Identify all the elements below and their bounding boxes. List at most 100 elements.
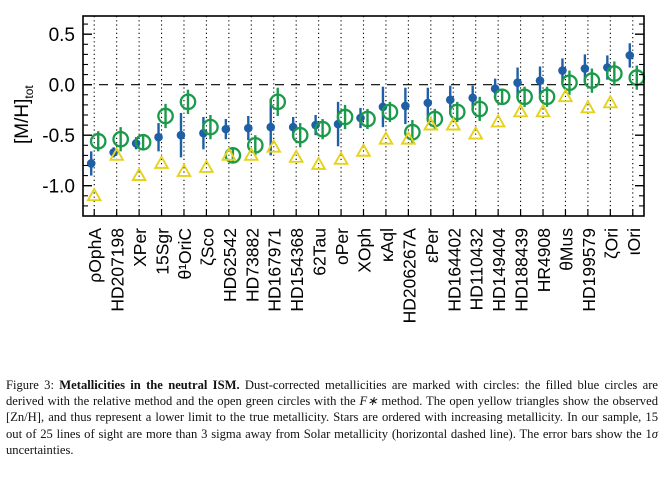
x-tick-label: θ¹OriC: [175, 228, 195, 280]
x-tick-label: HD149404: [489, 228, 509, 312]
yellow-triangle: [288, 148, 305, 163]
y-axis-label: [M/H]tot: [12, 85, 36, 144]
yellow-triangle: [400, 130, 417, 145]
green-point: [269, 93, 287, 111]
vertical-gridlines: [93, 16, 634, 216]
x-tick-label: 15Sgr: [153, 228, 173, 275]
y-tick-label: 0.5: [49, 25, 75, 46]
blue-point: [580, 64, 590, 73]
yellow-triangle: [557, 88, 574, 103]
y-tick-label: -1.0: [42, 177, 75, 198]
plot-frame: [82, 15, 645, 217]
green-point: [583, 72, 601, 89]
blue-point: [468, 93, 478, 103]
green-point: [538, 88, 556, 106]
y-tick-label: -0.5: [42, 126, 75, 147]
blue-point: [244, 123, 253, 133]
yellow-triangle: [220, 146, 237, 161]
x-tick-label: ζOri: [601, 228, 621, 259]
figure-caption: Figure 3: Metallicities in the neutral I…: [6, 377, 658, 458]
x-tick-label: HD199579: [579, 228, 599, 312]
blue-point: [221, 124, 231, 134]
yellow-triangle: [86, 187, 103, 202]
x-tick-label: HD188439: [512, 228, 532, 312]
blue-point: [378, 102, 388, 112]
green-point: [314, 120, 331, 138]
green-point: [493, 88, 511, 106]
yellow-triangle: [131, 167, 147, 181]
yellow-triangle: [355, 142, 372, 157]
green-point: [516, 88, 533, 106]
x-tick-label: κAql: [377, 228, 397, 262]
blue-point: [86, 159, 96, 168]
blue-point: [154, 132, 163, 142]
yellow-triangle: [243, 146, 260, 161]
y-axis-label-subscript: tot: [22, 85, 36, 99]
blue-point: [266, 122, 276, 132]
blue-point: [176, 130, 186, 140]
x-tick-label: XPer: [130, 228, 150, 267]
x-tick-label: HD206267A: [399, 228, 419, 324]
yellow-triangle: [580, 99, 596, 114]
green-point: [134, 133, 152, 151]
yellow-triangle: [490, 113, 507, 128]
x-tick-label: HD207198: [108, 228, 128, 312]
yellow-triangle: [445, 116, 462, 131]
y-axis: 0.5 0.0 -0.5 -1.0: [42, 23, 644, 207]
caption-text-3: uncertainties.: [6, 442, 74, 457]
x-tick-label: εPer: [422, 228, 442, 263]
x-tick-label: ρOphA: [85, 228, 105, 283]
green-point: [89, 132, 107, 150]
blue-point: [513, 78, 522, 87]
x-tick-label: HR4908: [534, 228, 554, 292]
yellow-triangle: [467, 125, 484, 140]
green-point: [359, 110, 376, 128]
y-tick-label: 0.0: [49, 76, 75, 97]
x-tick-label: HD154368: [287, 228, 307, 312]
caption-label: Figure 3:: [6, 378, 54, 392]
x-tick-label: HD167971: [265, 228, 285, 312]
x-tick-label: HD110432: [467, 228, 487, 310]
x-tick-label: oPer: [332, 228, 352, 265]
x-tick-label: θMus: [556, 228, 576, 271]
yellow-triangle: [512, 103, 529, 118]
green-point: [448, 103, 466, 121]
yellow-triangle: [378, 130, 394, 145]
x-tick-label: HD164402: [444, 228, 464, 312]
green-point: [336, 108, 354, 126]
x-tick-label: HD73882: [242, 228, 262, 302]
green-point: [471, 100, 489, 118]
caption-title: Metallicities in the neutral ISM.: [59, 378, 240, 392]
x-tick-label: XOph: [355, 228, 375, 273]
yellow-triangle: [198, 158, 215, 173]
x-tick-label: HD62542: [220, 228, 240, 302]
yellow-triangle: [310, 155, 327, 170]
yellow-triangle: [535, 103, 551, 118]
yellow-triangle: [422, 116, 439, 131]
green-point: [202, 118, 219, 136]
blue-point: [423, 98, 433, 108]
green-point: [381, 103, 399, 121]
caption-sigma-symbol: σ: [651, 426, 658, 441]
green-point: [112, 130, 130, 148]
metallicity-chart: 0.5 0.0 -0.5 -1.0 ρOphA HD207198 XPer 15Sgr θ¹O…: [12, 15, 646, 324]
x-tick-label: ιOri: [624, 228, 644, 255]
green-point: [561, 74, 578, 92]
caption-text-1: Dust-corrected metallicities are marked …: [6, 378, 658, 409]
blue-point: [445, 95, 455, 105]
x-axis-labels: ρOphA HD207198 XPer 15Sgr θ¹OriC ζSco HD62542 H…: [85, 228, 644, 324]
yellow-triangle: [176, 163, 192, 177]
yellow-triangle: [602, 94, 619, 109]
caption-text-2: method. The open yellow triangles show t…: [6, 394, 658, 441]
x-tick-label: 62Tau: [310, 228, 330, 276]
green-point: [246, 136, 264, 154]
data-points: [86, 43, 646, 202]
yellow-triangle: [265, 138, 282, 153]
x-tick-label: ζSco: [197, 228, 217, 266]
y-axis-label-main: [M/H]: [12, 99, 33, 144]
yellow-triangle: [153, 154, 170, 169]
green-point: [179, 93, 197, 111]
blue-point: [535, 76, 545, 85]
blue-point: [625, 51, 635, 60]
green-point: [605, 65, 623, 82]
